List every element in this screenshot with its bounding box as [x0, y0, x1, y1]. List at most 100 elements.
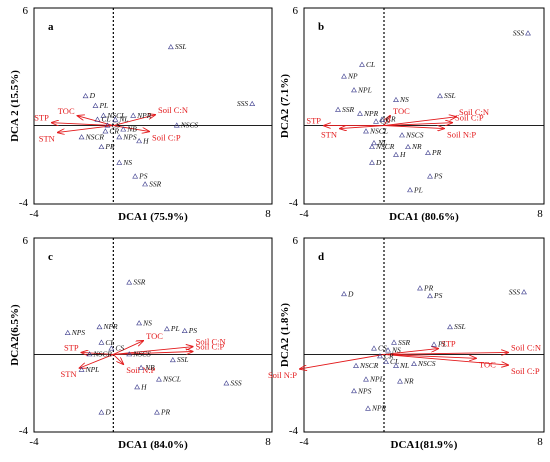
vector-label: TOC — [146, 331, 163, 341]
data-point-label: SSS — [509, 287, 521, 296]
x-tick-label: -4 — [29, 208, 39, 220]
data-point-triangle — [249, 100, 256, 106]
vector-arrow — [300, 353, 385, 369]
data-point-triangle — [391, 339, 397, 345]
vector-arrow — [383, 117, 456, 127]
x-axis-title: DCA1 (84.0%) — [118, 439, 188, 451]
data-point-label: PS — [188, 326, 198, 335]
panel-frame — [33, 7, 273, 205]
panel-d: d -4 8 6 -4 DCA1(81.9%) DCA2 (1.8%) STP Soil C:N… — [268, 235, 545, 451]
data-point-triangle — [64, 329, 71, 335]
data-point-label: PR — [423, 283, 434, 292]
vector-arrow — [383, 125, 444, 129]
y-tick-label: 6 — [293, 235, 299, 247]
data-point-triangle — [96, 324, 103, 330]
data-point-label: PL — [437, 340, 447, 349]
data-point-triangle — [112, 116, 119, 122]
x-tick-label: 8 — [265, 436, 271, 448]
vector-arrow — [340, 126, 385, 129]
data-point-label: NPR — [102, 322, 118, 331]
data-point-label: NS — [391, 346, 401, 355]
data-point-triangle — [341, 73, 347, 79]
data-point-triangle — [351, 87, 357, 93]
y-axis-title: DCA 2 (15.5%) — [9, 70, 21, 142]
data-point-label: PL — [170, 324, 180, 333]
data-point-triangle — [94, 116, 101, 122]
data-point-label: PR — [160, 408, 171, 417]
data-point-triangle — [351, 388, 357, 394]
vector-arrow — [113, 341, 143, 355]
data-point-triangle — [92, 102, 99, 108]
data-point-label: NPR — [136, 111, 152, 120]
data-point-label: D — [104, 408, 111, 417]
data-point-triangle — [120, 126, 127, 132]
vector-label: Soil N:P — [268, 370, 297, 380]
data-point-label: NSCL — [369, 126, 388, 135]
x-tick-label: 8 — [537, 208, 543, 220]
y-tick-label: 6 — [23, 5, 29, 17]
panel-frame — [303, 237, 545, 433]
vector-label: Soil C:P — [455, 113, 484, 123]
vector-arrow — [80, 353, 114, 368]
y-tick-label: -4 — [289, 197, 299, 209]
data-point-triangle — [407, 187, 413, 193]
data-point-label: NPS — [122, 132, 137, 141]
data-point-triangle — [447, 324, 453, 330]
data-point-triangle — [100, 112, 107, 118]
data-point-label: CL — [366, 60, 375, 69]
data-point-label: NSCS — [417, 359, 436, 368]
data-point-label: CS — [111, 121, 120, 130]
x-axis-title: DCA1(81.9%) — [391, 439, 458, 451]
data-point-triangle — [136, 138, 143, 144]
vector-label: Soil C:N — [196, 337, 226, 347]
panel-c: c -4 8 6 -4 DCA1 (84.0%) DCA2(6.5%) TOC STP STN So… — [9, 235, 273, 451]
vector-arrow — [383, 352, 508, 354]
data-point-label: NS — [142, 318, 152, 327]
data-point-label: NSCR — [93, 349, 113, 358]
vector-arrow — [383, 353, 476, 358]
data-point-triangle — [134, 384, 141, 390]
data-point-label: SSS — [513, 28, 525, 37]
data-point-triangle — [521, 289, 527, 295]
data-point-triangle — [86, 351, 93, 357]
data-point-label: CR — [109, 126, 119, 135]
vector-label: Soil C:P — [196, 341, 225, 351]
data-point-label: SSL — [175, 42, 187, 51]
vector-label: STN — [321, 130, 337, 140]
vector-label: STP — [34, 113, 49, 123]
panel-a: a -4 8 6 -4 DCA1 (75.9%) DCA 2 (15.5%) TOC STP ST… — [9, 5, 273, 223]
data-point-triangle — [142, 181, 148, 187]
data-point-triangle — [417, 285, 423, 291]
data-point-label: SSS — [237, 99, 249, 108]
data-point-triangle — [154, 409, 160, 415]
data-point-triangle — [78, 134, 85, 140]
data-point-triangle — [138, 364, 145, 370]
data-point-label: SSS — [230, 379, 242, 388]
data-point-triangle — [377, 353, 383, 359]
data-point-triangle — [369, 143, 375, 150]
data-point-triangle — [335, 106, 341, 112]
data-point-label: CL — [105, 338, 114, 347]
data-point-label: CL — [101, 115, 110, 124]
vector-label: STN — [39, 133, 55, 143]
x-tick-label: 8 — [265, 208, 271, 220]
data-point-label: NSCS — [405, 130, 424, 139]
data-point-label: PR — [431, 148, 442, 157]
data-point-triangle — [427, 292, 433, 299]
data-point-label: NPR — [371, 404, 387, 413]
data-point-label: SSR — [398, 338, 411, 347]
data-point-triangle — [98, 409, 105, 415]
data-point-triangle — [98, 339, 105, 345]
vector-arrow — [113, 351, 192, 355]
data-point-triangle — [136, 320, 143, 326]
data-point-label: PL — [98, 101, 108, 110]
vector-arrow — [113, 347, 192, 355]
y-axis-title: DCA2 (7.1%) — [279, 74, 291, 138]
vector-arrow — [113, 125, 149, 132]
panel-label: c — [48, 251, 53, 263]
data-point-label: SSR — [342, 105, 355, 114]
data-point-triangle — [437, 92, 443, 99]
data-point-label: PL — [413, 185, 423, 194]
data-point-label: NL — [377, 138, 387, 147]
